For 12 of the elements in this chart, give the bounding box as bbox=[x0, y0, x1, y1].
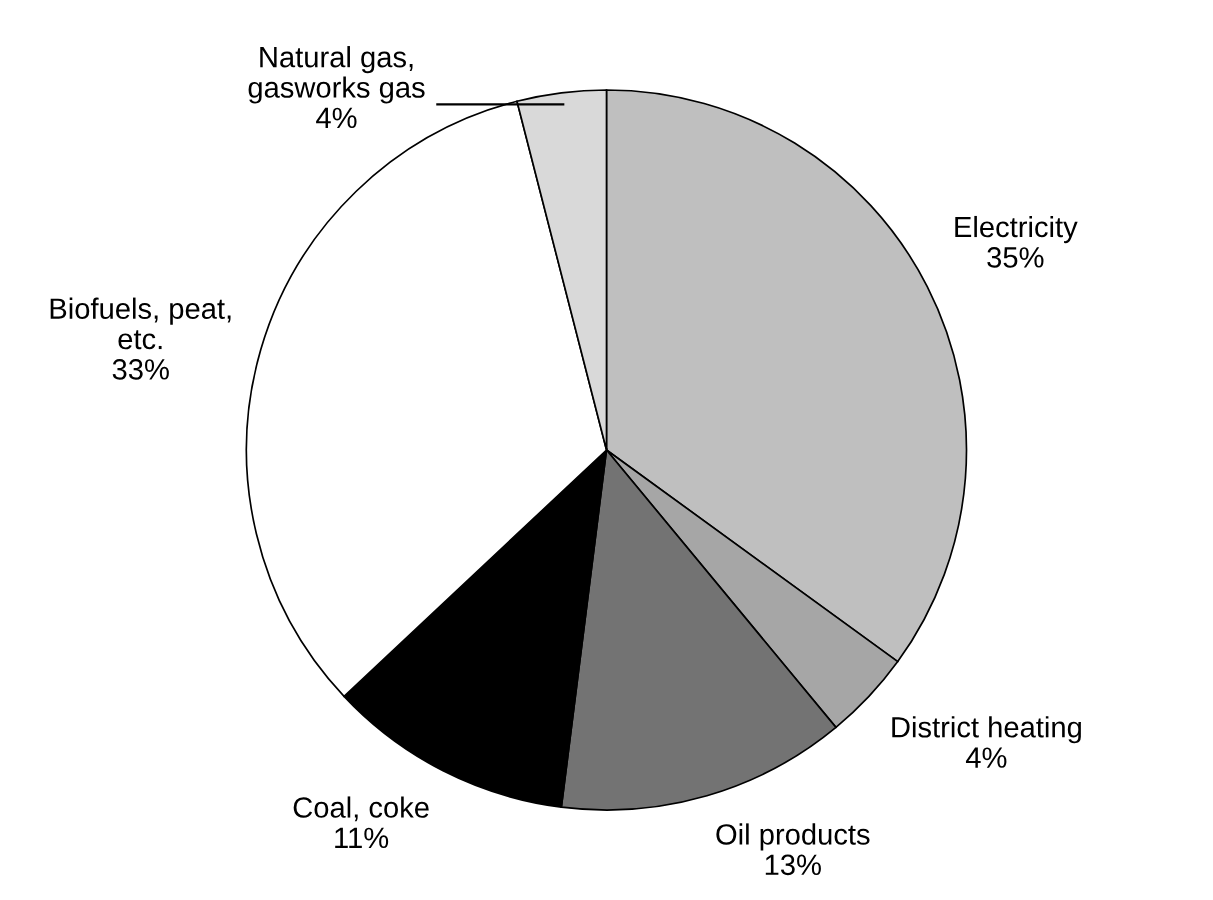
slice-label: Biofuels, peat, etc. bbox=[50, 297, 231, 350]
data-label: 13% bbox=[765, 854, 821, 876]
data-label: 4% bbox=[316, 107, 357, 129]
data-label: 35% bbox=[987, 247, 1044, 268]
slice-label: Oil products bbox=[716, 823, 870, 851]
data-label: 33% bbox=[112, 359, 169, 380]
slice-label: Coal, coke bbox=[293, 796, 429, 822]
data-label: 4% bbox=[965, 747, 1007, 768]
slice-label: Natural gas, gasworks gas bbox=[248, 46, 425, 104]
slice-label: District heating bbox=[892, 716, 1081, 744]
data-label: 11% bbox=[335, 827, 389, 849]
slice-label: Electricity bbox=[955, 215, 1078, 244]
